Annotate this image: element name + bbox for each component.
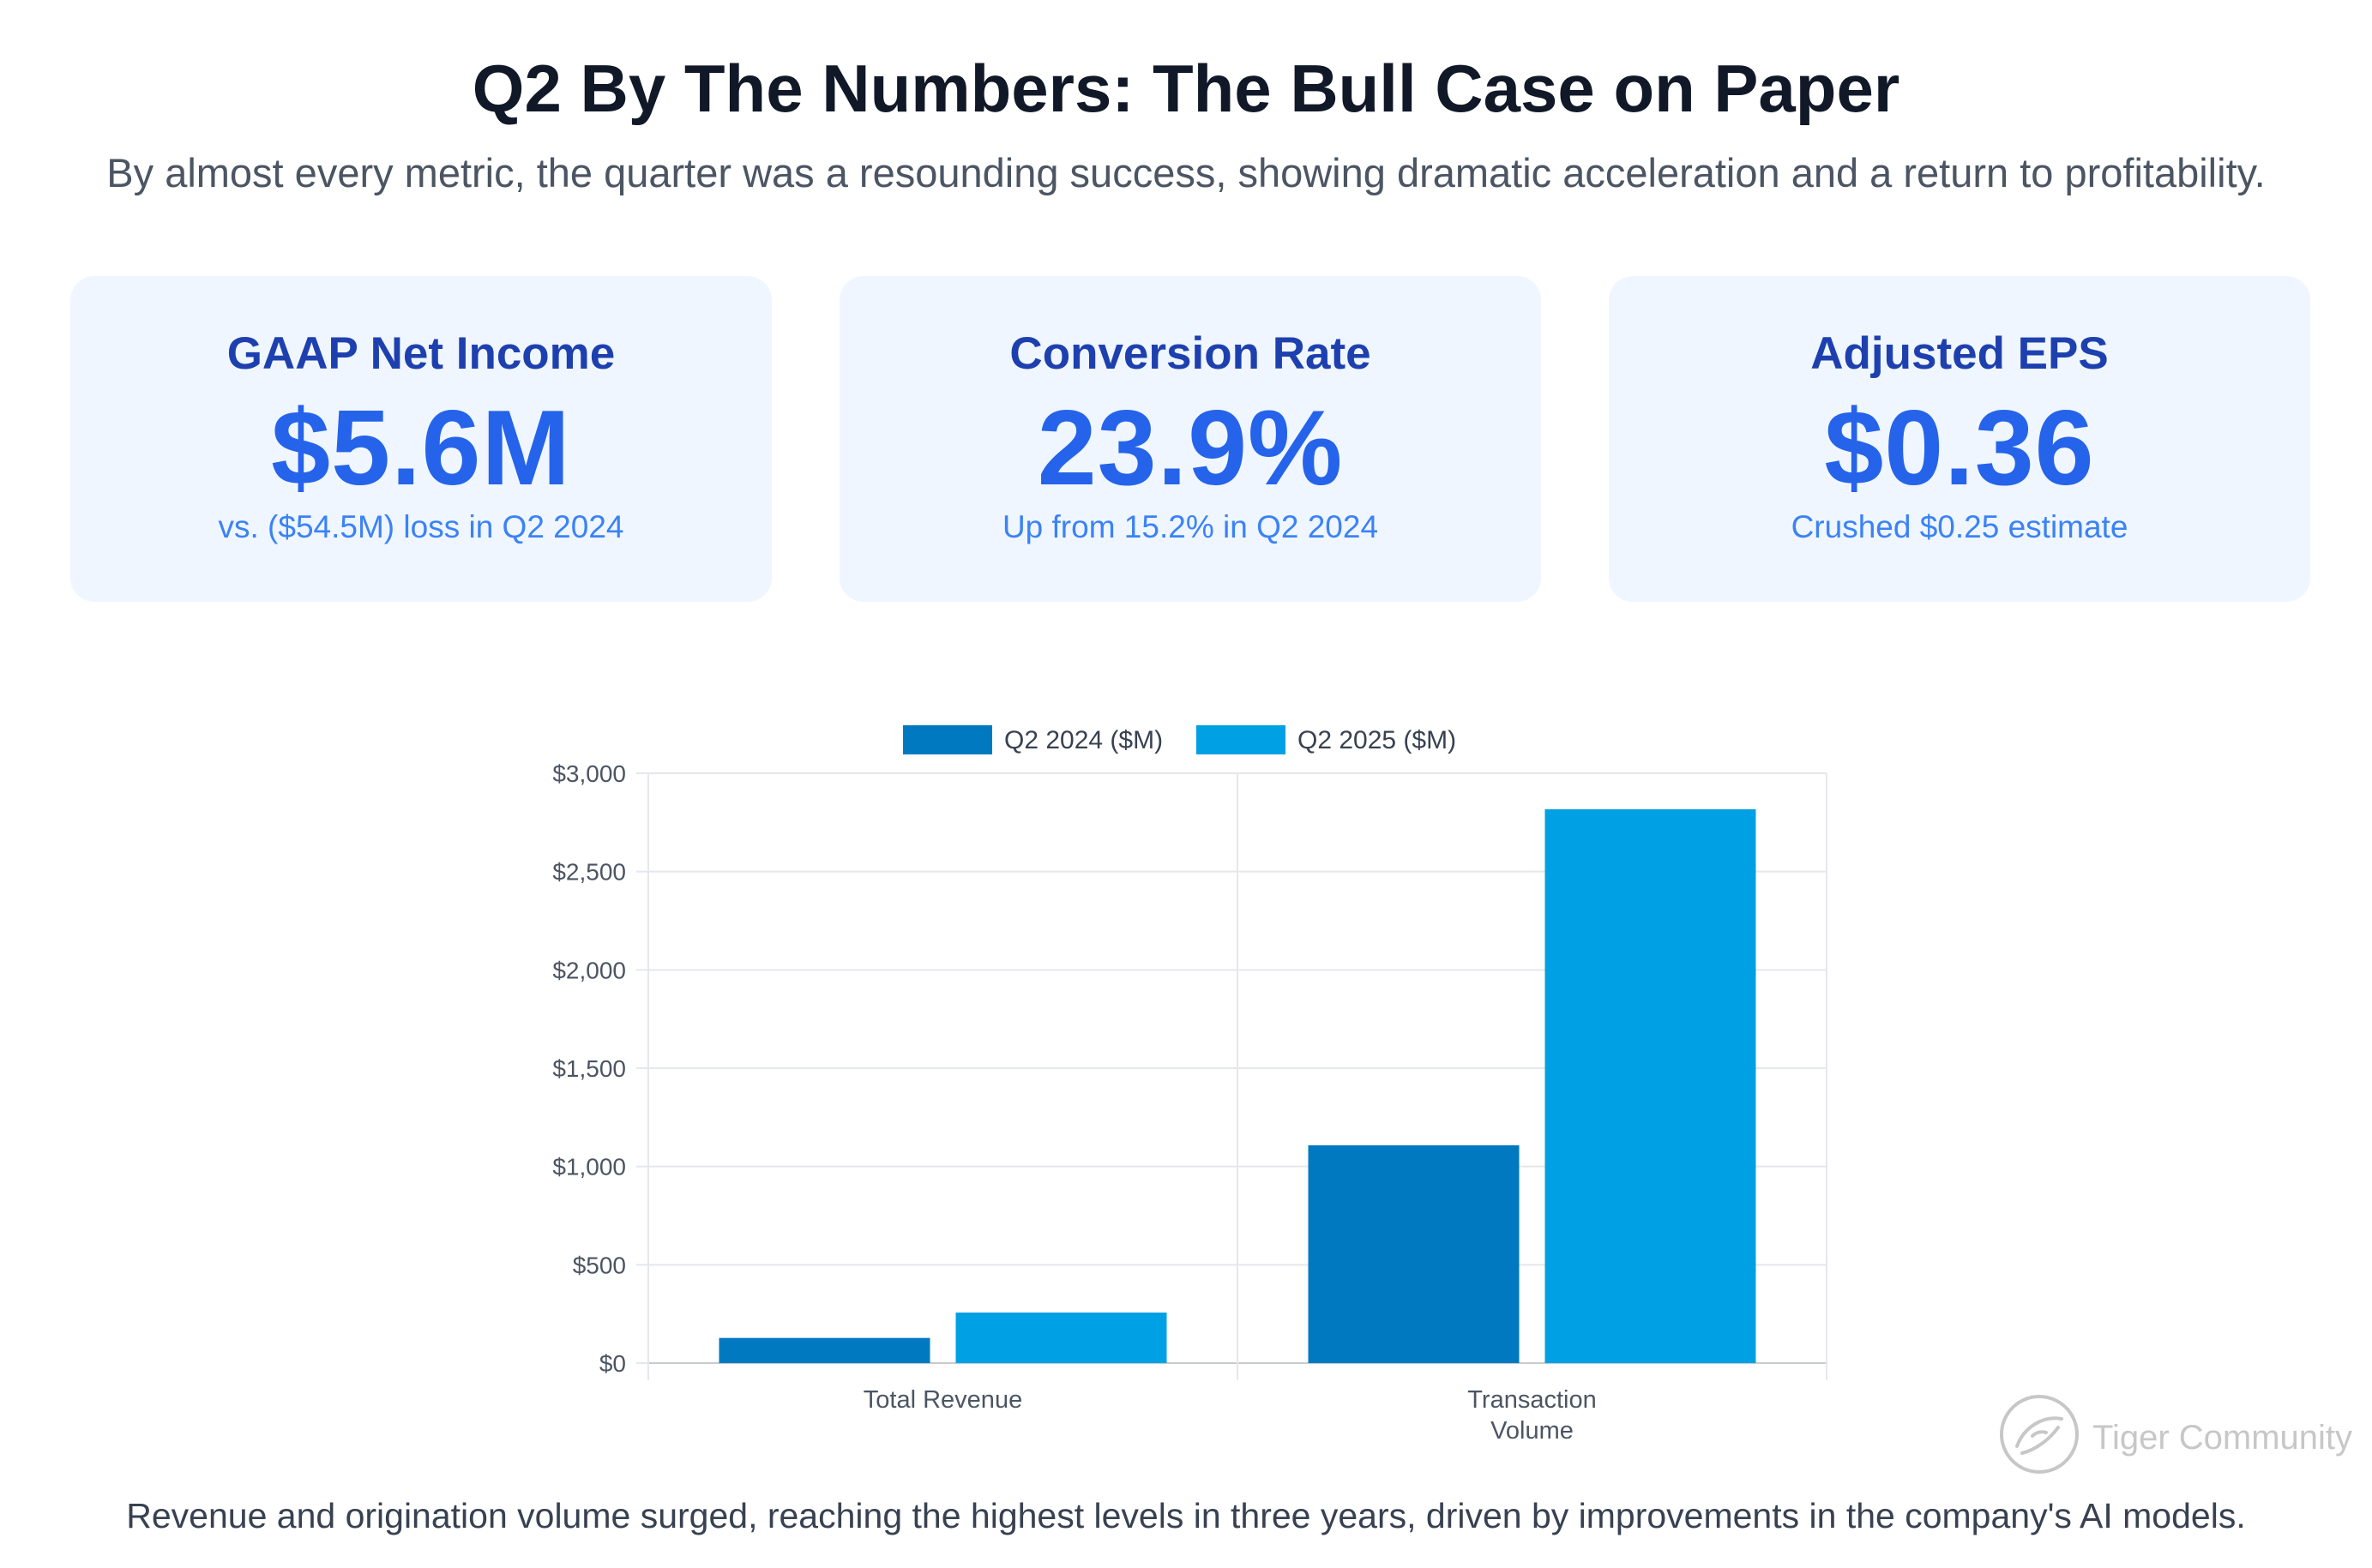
bar-q2-2025 <box>955 1313 1167 1363</box>
y-tick-label: $3,000 <box>552 760 626 787</box>
metric-card-label: GAAP Net Income <box>226 328 616 379</box>
bar-q2-2025 <box>1544 808 1756 1363</box>
page-title: Q2 By The Numbers: The Bull Case on Pape… <box>472 51 1900 126</box>
metric-card-note: vs. ($54.5M) loss in Q2 2024 <box>218 509 624 544</box>
legend-swatch <box>903 725 992 754</box>
watermark-text: Tiger Community <box>2092 1419 2353 1457</box>
tiger-logo-icon <box>2000 1395 2079 1474</box>
y-tick-label: $0 <box>599 1350 626 1377</box>
bar-q2-2024 <box>1308 1144 1520 1363</box>
metric-card-note: Up from 15.2% in Q2 2024 <box>1002 509 1379 544</box>
y-tick-label: $500 <box>573 1252 626 1278</box>
watermark: Tiger Community <box>1998 1393 2358 1479</box>
y-tick-label: $1,000 <box>552 1154 626 1181</box>
y-tick-label: $2,000 <box>552 957 626 983</box>
metric-card-label: Adjusted EPS <box>1810 328 2109 379</box>
page-subtitle: By almost every metric, the quarter was … <box>106 150 2266 195</box>
bar-q2-2024 <box>719 1337 930 1363</box>
metric-card-value: 23.9% <box>1037 389 1344 508</box>
y-tick-label: $2,500 <box>552 859 626 886</box>
x-tick-label: Total Revenue <box>864 1386 1022 1414</box>
metric-card-note: Crushed $0.25 estimate <box>1791 509 2128 544</box>
metric-card-value: $5.6M <box>271 389 571 508</box>
x-tick-label: Transaction <box>1467 1386 1596 1414</box>
metric-card-value: $0.36 <box>1824 389 2095 508</box>
legend-label: Q2 2024 ($M) <box>1004 726 1163 754</box>
metric-card-adjusted-eps: Adjusted EPS $0.36 Crushed $0.25 estimat… <box>1609 276 2310 602</box>
metric-card-net-income: GAAP Net Income $5.6M vs. ($54.5M) loss … <box>70 276 772 602</box>
legend-swatch <box>1196 725 1285 754</box>
metric-card-conversion-rate: Conversion Rate 23.9% Up from 15.2% in Q… <box>840 276 1541 602</box>
chart-caption: Revenue and origination volume surged, r… <box>126 1496 2246 1535</box>
x-tick-label: Volume <box>1490 1417 1574 1445</box>
metric-card-label: Conversion Rate <box>1009 328 1371 379</box>
y-tick-label: $1,500 <box>552 1055 626 1082</box>
legend-label: Q2 2025 ($M) <box>1297 726 1456 754</box>
